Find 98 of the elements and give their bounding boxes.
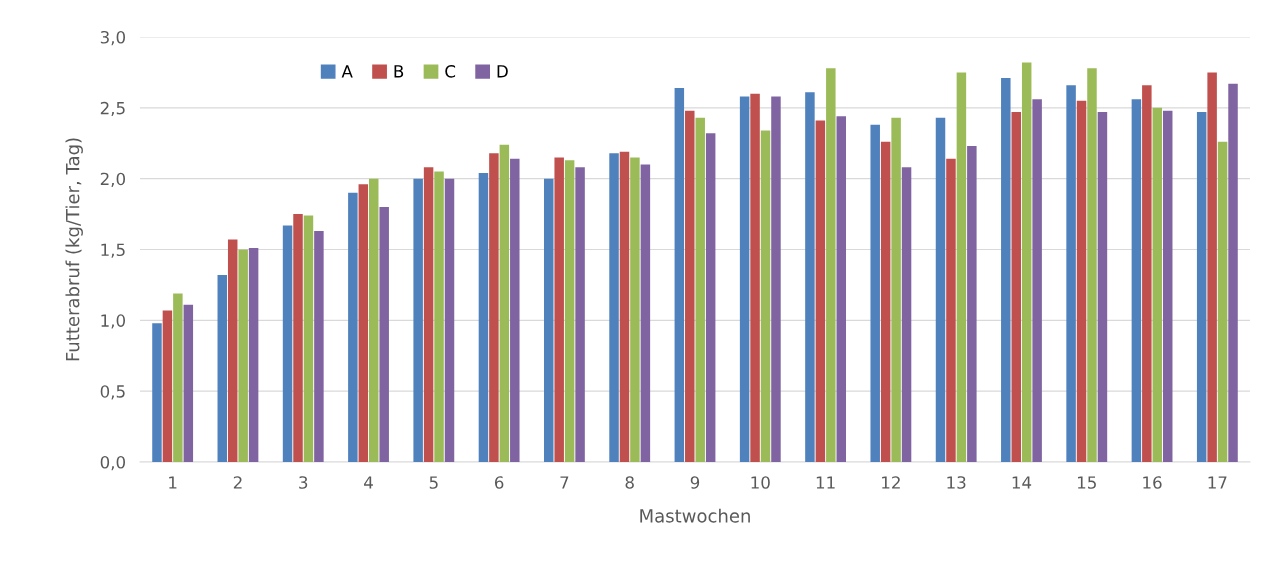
x-tick-label: 3: [299, 476, 308, 489]
x-tick-label: 4: [364, 476, 373, 489]
bar: [227, 239, 238, 462]
bar: [1076, 100, 1087, 462]
x-tick-label: 2: [233, 476, 242, 489]
bar: [771, 96, 781, 462]
bar: [1207, 72, 1217, 462]
bar: [173, 293, 183, 462]
bar: [1228, 83, 1238, 462]
bar: [1032, 99, 1042, 462]
bar: [685, 110, 695, 462]
bar: [640, 164, 651, 462]
legend-label: D: [497, 65, 508, 78]
bar: [379, 207, 389, 462]
x-tick-label: 16: [1143, 476, 1162, 489]
legend-label: C: [445, 65, 456, 78]
x-tick-label: 1: [169, 476, 177, 489]
x-tick-label: 5: [429, 476, 438, 489]
x-tick-label: 8: [625, 476, 634, 489]
bar: [423, 167, 434, 462]
bar: [739, 96, 750, 462]
bar: [369, 178, 379, 462]
bar: [152, 323, 162, 462]
bar: [478, 173, 489, 462]
bar: [348, 192, 358, 462]
x-tick-label: 10: [751, 476, 770, 489]
bar: [1097, 112, 1108, 462]
bar: [499, 144, 510, 462]
bar: [183, 304, 194, 462]
bar: [1087, 68, 1097, 462]
x-tick-label: 15: [1077, 476, 1096, 489]
bar: [956, 72, 967, 462]
bar: [1152, 107, 1163, 462]
x-tick-label: 12: [882, 476, 900, 489]
bar: [1142, 85, 1152, 462]
bar: [1217, 141, 1228, 462]
bar: [1066, 85, 1076, 462]
bar: [901, 167, 912, 462]
bar: [413, 178, 423, 462]
bar: [750, 93, 760, 462]
x-tick-label: 6: [494, 476, 504, 489]
x-tick-label: 7: [560, 476, 569, 489]
bar: [314, 231, 324, 462]
y-tick-label: 2,5: [100, 101, 125, 117]
bar: [238, 249, 248, 462]
bar: [630, 157, 640, 462]
bar: [554, 157, 564, 462]
bar: [760, 130, 771, 462]
x-tick-label: 17: [1208, 476, 1227, 489]
bar: [444, 178, 455, 462]
bar: [695, 117, 705, 462]
x-tick-label: 9: [690, 476, 700, 489]
y-tick-label: 2,0: [100, 172, 125, 187]
y-tick-label: 1,0: [101, 314, 125, 329]
y-tick-label: 0,0: [100, 455, 125, 471]
bar: [489, 153, 499, 462]
legend-label: B: [394, 65, 404, 78]
bar: [705, 133, 716, 462]
legend-label: A: [341, 65, 353, 78]
bar: [358, 184, 369, 462]
bar: [434, 171, 444, 462]
bar: [946, 158, 956, 462]
bar: [510, 158, 520, 462]
bar: [1196, 112, 1207, 462]
bar: [836, 116, 847, 462]
bar: [575, 167, 585, 462]
bar: [248, 248, 259, 462]
y-tick-label: 1,5: [101, 243, 125, 258]
x-tick-label: 11: [816, 476, 835, 489]
bar: [1162, 110, 1173, 462]
bar: [564, 160, 575, 462]
bar: [815, 120, 826, 462]
bar: [1131, 99, 1142, 462]
bar: [162, 310, 173, 462]
bar: [1021, 62, 1032, 462]
bar: [880, 141, 891, 462]
bar: [619, 151, 630, 462]
y-tick-label: 3,0: [100, 30, 125, 46]
bar: [543, 178, 554, 462]
y-tick-label: 0,5: [100, 385, 125, 400]
bar: [826, 68, 836, 462]
bar: [609, 153, 619, 462]
bar: [805, 92, 815, 462]
bar: [303, 215, 314, 462]
y-axis-title: Futterabruf (kg/Tier, Tag): [65, 138, 83, 361]
bar: [282, 225, 293, 462]
bar: [1001, 78, 1011, 462]
bar: [1011, 112, 1021, 462]
bar: [674, 88, 685, 462]
bar: [217, 275, 228, 462]
bar: [935, 117, 946, 462]
bar: [293, 214, 303, 462]
x-tick-label: 13: [947, 476, 966, 489]
x-tick-label: 14: [1012, 476, 1032, 489]
bar: [967, 146, 977, 462]
bar: [891, 117, 901, 462]
bar: [870, 124, 880, 462]
x-axis-title: Mastwochen: [640, 508, 750, 523]
